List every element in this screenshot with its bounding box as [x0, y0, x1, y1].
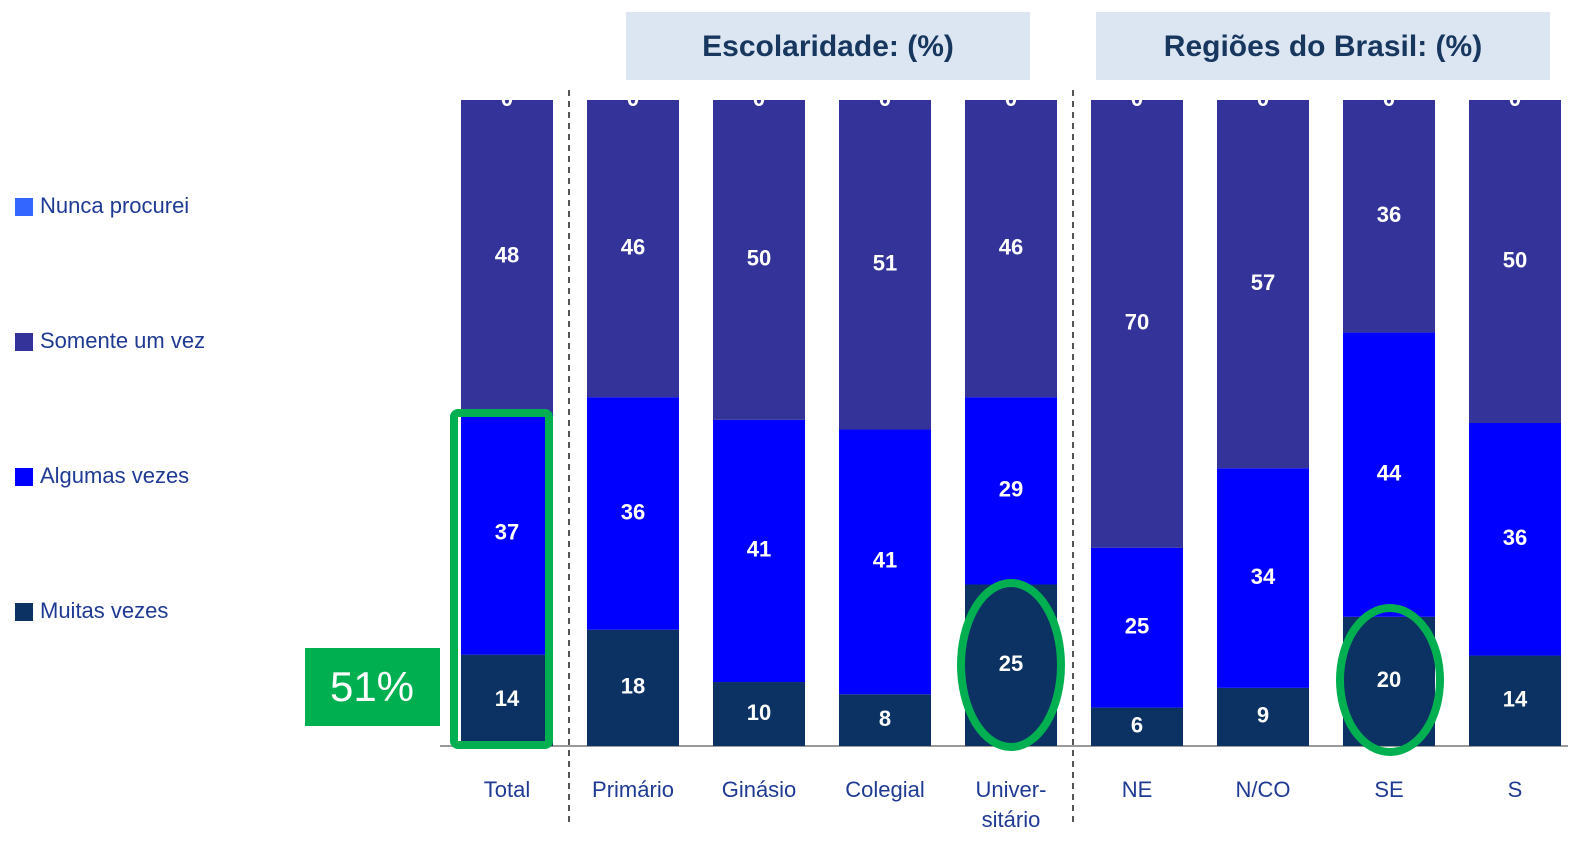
bar-segment — [461, 100, 553, 414]
bar-segment — [713, 682, 805, 746]
data-label: 46 — [999, 234, 1023, 259]
highlight — [957, 579, 1065, 751]
legend-label: Algumas vezes — [40, 463, 189, 488]
data-label: 44 — [1377, 460, 1402, 485]
data-label: 9 — [1257, 703, 1269, 728]
x-tick-label: SE — [1374, 777, 1403, 802]
data-label: 20 — [1377, 667, 1401, 692]
header-box — [1096, 12, 1550, 80]
legend-label: Nunca procurei — [40, 193, 189, 218]
data-label: 0 — [501, 86, 513, 111]
data-label: 0 — [627, 86, 639, 111]
x-tick-label: S — [1508, 777, 1523, 802]
data-label: 36 — [1503, 525, 1527, 550]
data-label: 14 — [1503, 687, 1528, 712]
bar-segment — [1091, 707, 1183, 746]
data-label: 37 — [495, 520, 519, 545]
bar-segment — [1343, 616, 1435, 746]
x-tick-label: Colegial — [845, 777, 925, 802]
data-label: 25 — [999, 651, 1023, 676]
data-label: 36 — [1377, 202, 1401, 227]
bar-segment — [587, 629, 679, 746]
group-header: Regiões do Brasil: (%) — [1164, 30, 1482, 63]
bar-segment — [1469, 655, 1561, 746]
highlight — [1336, 604, 1444, 756]
data-label: 34 — [1251, 564, 1276, 589]
bar-segment — [839, 429, 931, 695]
bar-segment — [1469, 423, 1561, 656]
x-tick-label: N/CO — [1236, 777, 1291, 802]
data-label: 48 — [495, 242, 519, 267]
bar-segment — [1343, 100, 1435, 333]
bar-segment — [1091, 100, 1183, 548]
legend-swatch — [15, 468, 33, 486]
bar-segment — [1343, 332, 1435, 617]
legend-swatch — [15, 198, 33, 216]
data-label: 10 — [747, 700, 771, 725]
bar-segment — [965, 100, 1057, 398]
data-label: 25 — [1125, 613, 1149, 638]
data-label: 51 — [873, 251, 897, 276]
x-tick-label: Univer-sitário — [976, 777, 1047, 832]
data-label: 41 — [747, 537, 771, 562]
highlight — [450, 409, 553, 749]
bar-segment — [1217, 687, 1309, 746]
x-tick-label: NE — [1122, 777, 1153, 802]
bar-segment — [587, 397, 679, 630]
data-label: 0 — [879, 86, 891, 111]
bar-segment — [461, 654, 553, 746]
legend-swatch — [15, 603, 33, 621]
x-tick-label: Total — [484, 777, 530, 802]
bar-segment — [1217, 100, 1309, 469]
data-label: 50 — [1503, 247, 1527, 272]
data-label: 0 — [753, 86, 765, 111]
bar-segment — [839, 694, 931, 746]
annotation: 51% — [330, 663, 414, 710]
data-label: 0 — [1005, 86, 1017, 111]
data-label: 41 — [873, 548, 897, 573]
data-label: 70 — [1125, 310, 1149, 335]
data-label: 6 — [1131, 713, 1143, 738]
data-label: 18 — [621, 674, 645, 699]
bar-segment — [1091, 547, 1183, 708]
data-label: 29 — [999, 477, 1023, 502]
bar-segment — [1469, 100, 1561, 423]
data-label: 0 — [1131, 86, 1143, 111]
data-label: 0 — [1509, 86, 1521, 111]
bar-segment — [965, 397, 1057, 585]
header-box — [626, 12, 1030, 80]
data-label: 14 — [495, 686, 520, 711]
annotation-box — [305, 648, 440, 726]
bar-segment — [1217, 468, 1309, 688]
data-label: 57 — [1251, 270, 1275, 295]
bar-segment — [839, 100, 931, 430]
bar-segment — [587, 100, 679, 398]
data-label: 0 — [1257, 86, 1269, 111]
legend-swatch — [15, 333, 33, 351]
legend-label: Somente um vez — [40, 328, 205, 353]
data-label: 8 — [879, 706, 891, 731]
x-tick-label: Ginásio — [722, 777, 797, 802]
group-header: Escolaridade: (%) — [702, 30, 954, 63]
bar-segment — [713, 100, 805, 420]
bar-segment — [713, 419, 805, 683]
bar-segment — [461, 413, 553, 655]
bar-segment — [965, 584, 1057, 746]
data-label: 36 — [621, 499, 645, 524]
data-label: 0 — [1383, 86, 1395, 111]
legend-label: Muitas vezes — [40, 598, 168, 623]
x-tick-label: Primário — [592, 777, 674, 802]
data-label: 50 — [747, 246, 771, 271]
data-label: 46 — [621, 234, 645, 259]
